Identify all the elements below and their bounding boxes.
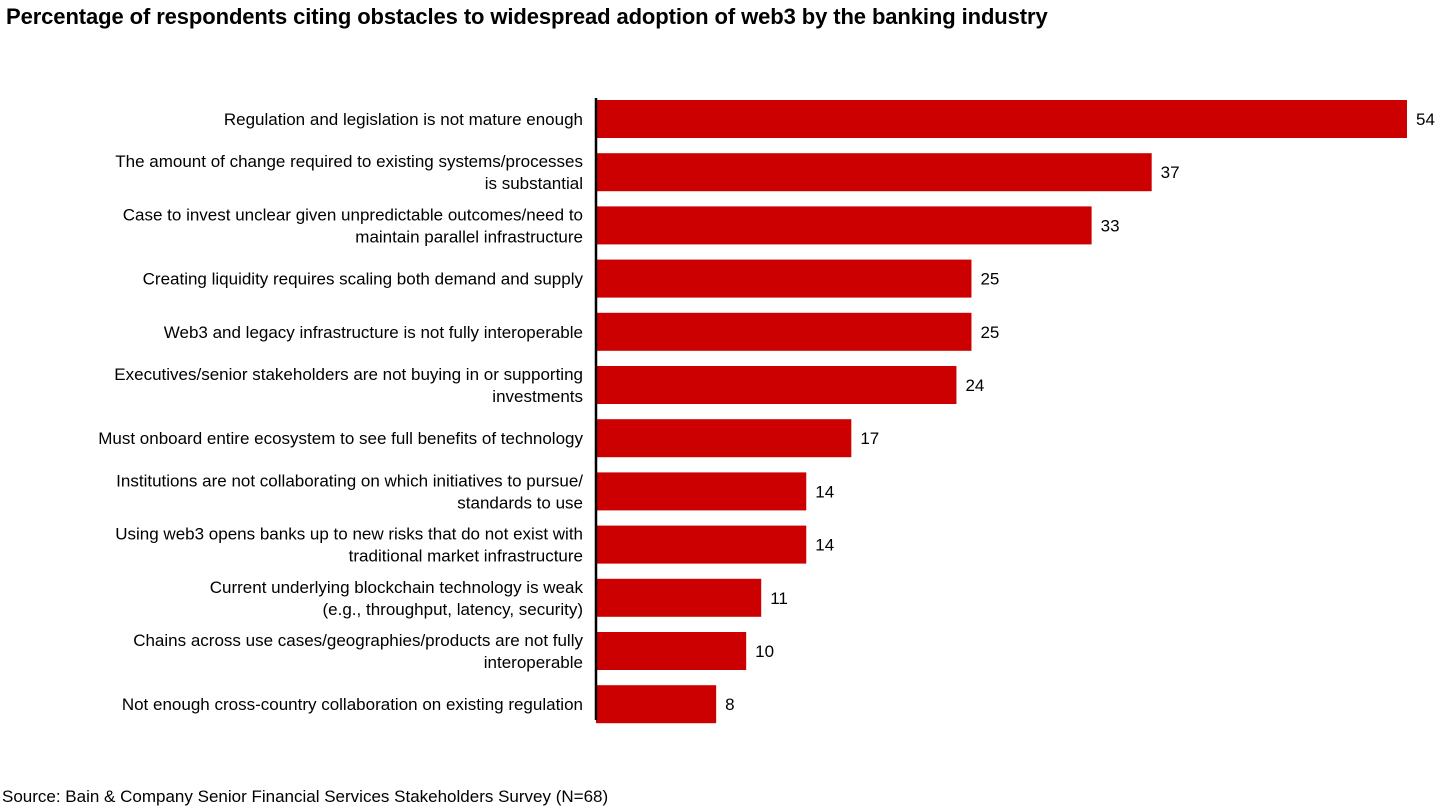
- category-label: Web3 and legacy infrastructure is not fu…: [164, 323, 583, 342]
- value-label: 25: [980, 323, 999, 342]
- value-label: 14: [815, 482, 834, 501]
- value-label: 54: [1416, 110, 1435, 129]
- category-label: standards to use: [457, 493, 583, 512]
- category-label: Executives/senior stakeholders are not b…: [114, 365, 583, 384]
- category-label: maintain parallel infrastructure: [355, 227, 583, 246]
- bar: [596, 312, 972, 351]
- bar: [596, 632, 747, 670]
- bar: [596, 153, 1152, 192]
- bar: [596, 206, 1092, 245]
- bar: [596, 100, 1407, 138]
- bar: [596, 366, 957, 404]
- value-label: 8: [725, 695, 734, 714]
- value-label: 11: [770, 589, 788, 608]
- category-label: Must onboard entire ecosystem to see ful…: [98, 429, 583, 448]
- value-label: 17: [860, 429, 879, 448]
- bar: [596, 259, 972, 298]
- category-label: Regulation and legislation is not mature…: [224, 110, 583, 129]
- source-note: Source: Bain & Company Senior Financial …: [2, 787, 609, 806]
- value-label: 33: [1101, 216, 1120, 235]
- category-label: Using web3 opens banks up to new risks t…: [115, 525, 583, 544]
- bar: [596, 472, 807, 511]
- value-label: 14: [815, 536, 834, 555]
- bar: [596, 525, 807, 564]
- category-label: interoperable: [484, 653, 583, 672]
- bar: [596, 685, 717, 724]
- value-label: 10: [755, 642, 774, 661]
- bar: [596, 578, 762, 617]
- category-label: traditional market infrastructure: [349, 547, 583, 566]
- value-label: 24: [965, 376, 984, 395]
- category-label: Institutions are not collaborating on wh…: [116, 471, 583, 490]
- category-label: is substantial: [485, 174, 583, 193]
- value-label: 25: [980, 270, 999, 289]
- bar: [596, 419, 852, 458]
- category-label: Current underlying blockchain technology…: [210, 578, 584, 597]
- category-label: investments: [492, 387, 583, 406]
- chart-title: Percentage of respondents citing obstacl…: [6, 4, 1048, 29]
- value-label: 37: [1161, 163, 1180, 182]
- category-label: Creating liquidity requires scaling both…: [143, 270, 584, 289]
- category-label: (e.g., throughput, latency, security): [323, 600, 583, 619]
- category-label: Not enough cross-country collaboration o…: [122, 695, 583, 714]
- category-label: The amount of change required to existin…: [115, 152, 583, 171]
- category-label: Case to invest unclear given unpredictab…: [123, 205, 583, 224]
- category-label: Chains across use cases/geographies/prod…: [133, 631, 583, 650]
